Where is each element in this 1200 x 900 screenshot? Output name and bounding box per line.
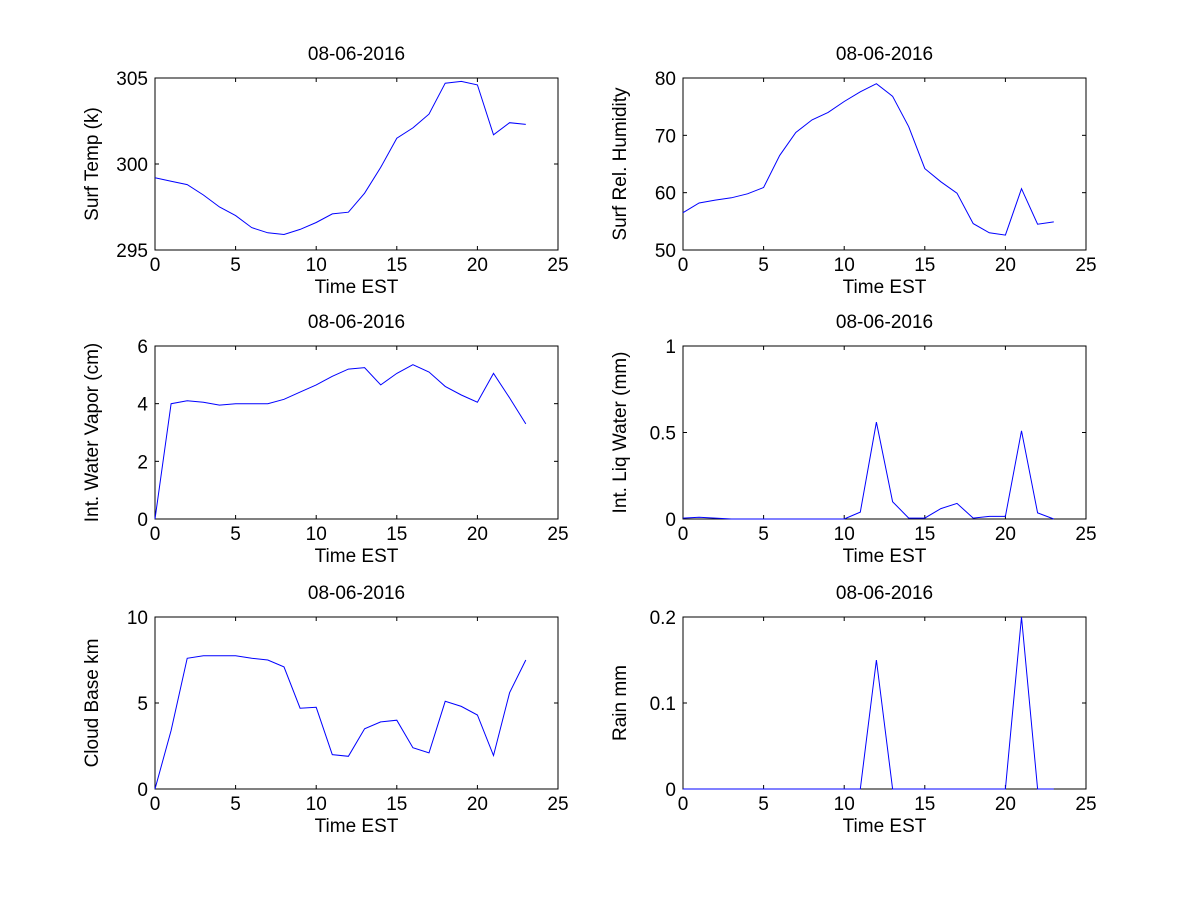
y-axis-label: Int. Water Vapor (cm) xyxy=(82,343,103,522)
x-tick-label: 25 xyxy=(1075,794,1096,815)
x-axis-label: Time EST xyxy=(843,546,927,567)
y-tick-label: 4 xyxy=(137,395,148,416)
y-tick-label: 1 xyxy=(665,337,676,358)
x-tick-label: 10 xyxy=(834,794,855,815)
y-axis-label: Cloud Base km xyxy=(82,639,103,768)
x-tick-label: 10 xyxy=(306,794,327,815)
x-tick-label: 15 xyxy=(914,794,935,815)
x-tick-label: 5 xyxy=(230,255,241,276)
x-tick-label: 15 xyxy=(386,255,407,276)
y-axis-label: Surf Temp (k) xyxy=(82,107,103,221)
x-tick-label: 5 xyxy=(758,255,769,276)
axes-box xyxy=(154,345,559,520)
series-line xyxy=(154,364,527,520)
y-axis-label: Surf Rel. Humidity xyxy=(610,87,631,241)
x-tick-label: 10 xyxy=(834,255,855,276)
subplot-4: 08-06-2016 Time EST Int. Liq Water (mm) 0 5 1… xyxy=(610,312,1097,567)
x-axis-label: Time EST xyxy=(315,816,399,837)
y-axis-label: Int. Liq Water (mm) xyxy=(610,352,631,514)
y-tick-label: 80 xyxy=(655,69,676,90)
y-tick-label: 305 xyxy=(116,69,148,90)
axes-box xyxy=(154,77,559,251)
x-tick-label: 25 xyxy=(1075,255,1096,276)
chart-title: 08-06-2016 xyxy=(836,44,933,65)
x-tick-label: 20 xyxy=(995,794,1016,815)
x-tick-label: 0 xyxy=(678,794,689,815)
series-line xyxy=(154,80,526,236)
x-tick-label: 20 xyxy=(467,524,488,545)
axes-box xyxy=(682,77,1087,251)
y-tick-label: 50 xyxy=(655,241,676,262)
y-tick-label: 10 xyxy=(127,608,148,629)
x-axis-label: Time EST xyxy=(843,277,927,298)
x-tick-label: 20 xyxy=(467,255,488,276)
x-tick-label: 5 xyxy=(230,794,241,815)
x-axis-label: Time EST xyxy=(315,277,399,298)
y-tick-label: 60 xyxy=(655,184,676,205)
x-tick-label: 5 xyxy=(758,524,769,545)
y-tick-label: 6 xyxy=(137,337,148,358)
x-tick-label: 15 xyxy=(914,524,935,545)
series-line xyxy=(154,655,527,790)
x-tick-label: 25 xyxy=(547,524,568,545)
series-line xyxy=(683,616,1054,790)
x-tick-label: 25 xyxy=(547,255,568,276)
chart-title: 08-06-2016 xyxy=(836,312,933,333)
x-tick-label: 5 xyxy=(758,794,769,815)
x-tick-label: 0 xyxy=(150,794,161,815)
x-tick-label: 25 xyxy=(547,794,568,815)
y-tick-label: 0.1 xyxy=(650,694,676,715)
chart-title: 08-06-2016 xyxy=(308,44,405,65)
y-tick-label: 0 xyxy=(665,780,676,801)
y-tick-label: 0 xyxy=(137,780,148,801)
chart-title: 08-06-2016 xyxy=(308,312,405,333)
x-tick-label: 0 xyxy=(678,255,689,276)
y-tick-label: 0.5 xyxy=(650,424,676,445)
y-tick-label: 300 xyxy=(116,155,148,176)
x-tick-label: 5 xyxy=(230,524,241,545)
subplot-1: 08-06-2016 Time EST Surf Temp (k) 0 5 10 15 20 2… xyxy=(82,44,569,298)
x-tick-label: 20 xyxy=(467,794,488,815)
y-tick-label: 5 xyxy=(137,694,148,715)
subplot-3: 08-06-2016 Time EST Int. Water Vapor (cm) 0… xyxy=(82,312,569,567)
y-tick-label: 0 xyxy=(665,510,676,531)
x-tick-label: 10 xyxy=(834,524,855,545)
x-tick-label: 20 xyxy=(995,255,1016,276)
x-tick-label: 15 xyxy=(386,794,407,815)
x-tick-label: 15 xyxy=(386,524,407,545)
subplot-2: 08-06-2016 Time EST Surf Rel. Humidity 0 5 10… xyxy=(610,44,1097,298)
x-tick-label: 10 xyxy=(306,524,327,545)
x-tick-label: 25 xyxy=(1075,524,1096,545)
x-tick-label: 0 xyxy=(150,524,161,545)
series-line xyxy=(682,422,1054,520)
y-tick-label: 0.2 xyxy=(650,608,676,629)
subplot-5: 08-06-2016 Time EST Cloud Base km 0 5 10 15 20 2… xyxy=(82,583,569,837)
x-axis-label: Time EST xyxy=(843,816,927,837)
axes-box xyxy=(682,345,1087,520)
x-tick-label: 10 xyxy=(306,255,327,276)
chart-title: 08-06-2016 xyxy=(308,583,405,604)
axes-box xyxy=(154,616,559,790)
chart-title: 08-06-2016 xyxy=(836,583,933,604)
x-tick-label: 0 xyxy=(150,255,161,276)
y-tick-label: 295 xyxy=(116,241,148,262)
x-tick-label: 0 xyxy=(678,524,689,545)
axes-box xyxy=(682,616,1087,790)
y-tick-label: 70 xyxy=(655,126,676,147)
subplot-6: 08-06-2016 Time EST Rain mm 0 5 10 15 20 25 0 0.1 0… xyxy=(610,583,1097,837)
x-tick-label: 15 xyxy=(914,255,935,276)
x-tick-label: 20 xyxy=(995,524,1016,545)
y-axis-label: Rain mm xyxy=(610,665,631,741)
y-tick-label: 2 xyxy=(137,452,148,473)
y-tick-label: 0 xyxy=(137,510,148,531)
x-axis-label: Time EST xyxy=(315,546,399,567)
series-line xyxy=(682,83,1054,236)
